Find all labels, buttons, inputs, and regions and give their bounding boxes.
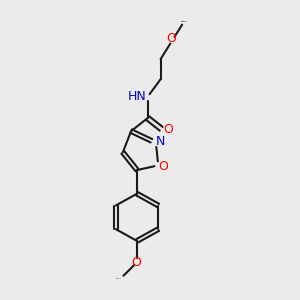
- Text: methoxy: methoxy: [182, 21, 189, 22]
- Text: methoxy: methoxy: [181, 21, 188, 22]
- Text: O: O: [131, 256, 141, 269]
- Text: HN: HN: [128, 90, 146, 104]
- Text: N: N: [156, 135, 165, 148]
- Text: O: O: [158, 160, 168, 173]
- Text: O: O: [166, 32, 176, 46]
- Text: O: O: [163, 123, 173, 136]
- Text: methoxy: methoxy: [116, 278, 122, 279]
